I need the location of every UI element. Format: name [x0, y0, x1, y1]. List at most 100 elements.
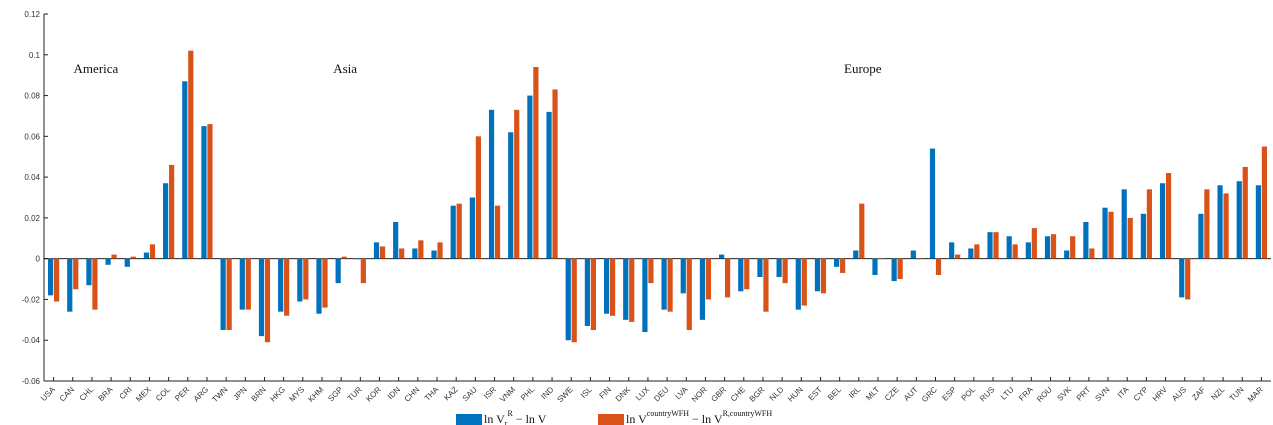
bar-est-series-2 [820, 258, 827, 294]
bar-kor-series-1 [373, 242, 380, 259]
x-tick-label-sgp: SGP [326, 385, 344, 403]
bar-jpn-series-1 [239, 258, 245, 310]
bar-dnk-series-2 [629, 258, 635, 322]
x-tick-label-kor: KOR [364, 385, 383, 404]
bar-cyp-series-1 [1140, 213, 1146, 259]
region-label-america: America [74, 61, 119, 76]
y-tick-label: -0.02 [22, 295, 41, 304]
bar-rou-series-1 [1044, 236, 1051, 259]
y-tick-label: 0.12 [24, 10, 40, 19]
bar-lva-series-1 [680, 258, 686, 294]
bar-grc-series-2 [935, 258, 942, 275]
legend-part-base: ln V [484, 412, 505, 425]
bar-nor-series-2 [705, 258, 712, 300]
x-tick-label-hun: HUN [786, 385, 805, 404]
bar-esp-series-1 [949, 242, 955, 259]
bar-bgr-series-1 [757, 258, 763, 278]
bar-grc-series-1 [929, 148, 936, 259]
legend-entry-2: ln VcountryWFH − ln VR,countryWFH [626, 409, 772, 425]
x-tick-label-sau: SAU [461, 385, 479, 403]
bar-rus-series-1 [987, 232, 993, 259]
x-tick-label-cyp: CYP [1132, 385, 1150, 403]
bar-svn-series-1 [1102, 207, 1108, 259]
bar-aus-series-1 [1179, 258, 1185, 298]
legend-part-mid: − ln V [513, 412, 547, 425]
bar-phl-series-1 [527, 95, 533, 259]
bar-usa-series-2 [53, 258, 60, 302]
bar-mys-series-2 [303, 258, 309, 300]
bar-khm-series-1 [316, 258, 322, 314]
bar-mar-series-2 [1261, 146, 1268, 259]
x-tick-label-aus: AUS [1170, 385, 1188, 403]
bar-aus-series-2 [1185, 258, 1191, 300]
bar-esp-series-2 [955, 254, 961, 259]
bar-hrv-series-1 [1159, 183, 1166, 259]
bar-aut-series-2 [916, 258, 922, 260]
bar-che-series-1 [738, 258, 744, 292]
bar-swe-series-2 [571, 258, 577, 343]
bar-col-series-1 [163, 183, 169, 259]
x-tick-label-chn: CHN [403, 385, 422, 404]
bar-bel-series-1 [834, 258, 840, 267]
x-tick-label-nzl: NZL [1209, 385, 1226, 402]
bar-hun-series-2 [801, 258, 807, 306]
bar-twn-series-1 [220, 258, 226, 331]
bar-tun-series-2 [1242, 166, 1248, 259]
bar-fra-series-2 [1031, 228, 1037, 259]
x-tick-label-brn: BRN [250, 385, 268, 403]
bar-mlt-series-1 [872, 258, 878, 275]
x-tick-labels: USA CAN CHL BRA CRI MEX COL PER ARG TWN JPN BRN HKG M… [39, 385, 1265, 405]
x-tick-label-usa: USA [39, 385, 57, 403]
bar-mex-series-2 [149, 244, 156, 259]
x-tick-label-vnm: VNM [498, 385, 517, 404]
bar-khm-series-2 [322, 258, 328, 308]
legend-part-sub: r [505, 419, 508, 425]
x-tick-label-est: EST [807, 385, 824, 402]
x-tick-label-pol: POL [960, 385, 978, 403]
bar-per-series-1 [182, 81, 188, 259]
x-tick-label-phl: PHL [519, 385, 537, 403]
bar-cri-series-1 [124, 258, 130, 267]
x-tick-label-bel: BEL [826, 385, 843, 402]
bar-idn-series-2 [399, 248, 405, 259]
bar-arg-series-2 [207, 124, 213, 259]
x-tick-label-mex: MEX [134, 385, 153, 404]
x-tick-label-deu: DEU [652, 385, 670, 403]
bar-vnm-series-1 [508, 132, 514, 259]
bar-brn-series-1 [258, 258, 265, 337]
bar-tur-series-2 [360, 258, 366, 284]
bar-idn-series-1 [393, 221, 399, 259]
y-tick-label: 0.06 [24, 132, 40, 141]
x-tick-label-aut: AUT [902, 385, 920, 403]
x-tick-label-esp: ESP [940, 385, 958, 403]
bar-chn-series-1 [412, 248, 418, 259]
bar-fra-series-1 [1025, 242, 1031, 259]
legend-part-sup: R [507, 409, 513, 418]
bar-gbr-series-2 [725, 258, 731, 298]
bar-nzl-series-2 [1223, 193, 1229, 259]
x-tick-label-arg: ARG [192, 385, 211, 404]
bar-tur-series-1 [354, 258, 360, 260]
bar-deu-series-1 [661, 258, 667, 310]
legend-part-sup: countryWFH [647, 409, 689, 418]
bar-fin-series-2 [609, 258, 616, 316]
bar-hun-series-1 [795, 258, 801, 310]
bar-kaz-series-1 [450, 205, 456, 259]
legend-swatch-1 [456, 414, 482, 425]
bar-est-series-1 [814, 258, 821, 292]
legend: ln VrR − ln V ln VcountryWFH − ln VR,coun… [456, 409, 772, 425]
bar-irl-series-2 [859, 203, 865, 259]
y-tick-label: 0 [36, 255, 41, 264]
bar-mlt-series-2 [878, 258, 884, 260]
bar-mar-series-1 [1255, 185, 1262, 259]
bar-fin-series-1 [603, 258, 610, 314]
bar-irl-series-1 [853, 250, 859, 259]
y-tick-label: -0.06 [22, 377, 41, 386]
x-tick-label-tur: TUR [346, 385, 364, 403]
x-tick-label-fin: FIN [598, 385, 614, 401]
bar-rus-series-2 [993, 232, 999, 259]
x-tick-label-ita: ITA [1116, 385, 1131, 400]
x-tick-label-mlt: MLT [864, 385, 881, 402]
bar-isl-series-1 [584, 258, 590, 326]
